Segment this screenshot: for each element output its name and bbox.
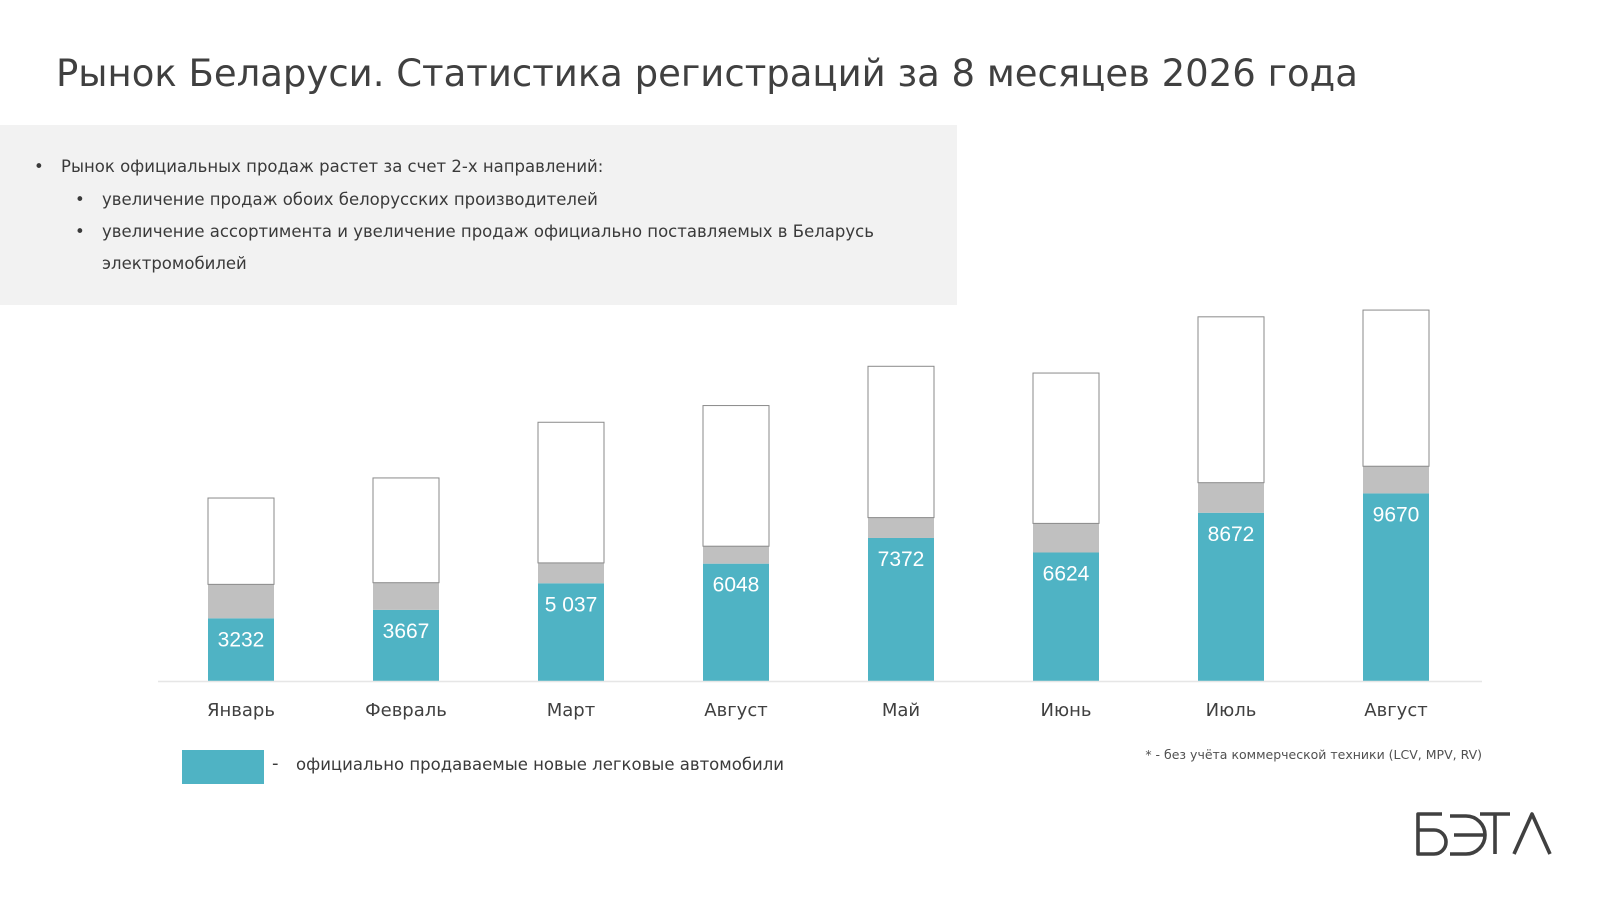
category-label: Май: [882, 700, 920, 721]
legend-swatch-official: [182, 750, 264, 784]
legend-dash: -: [272, 753, 279, 774]
bar-remainder: [867, 365, 935, 519]
bullet-dot: •: [75, 222, 85, 241]
bar-value-label: 6624: [1043, 562, 1090, 585]
bar-official: [868, 537, 934, 681]
bar-remainder: [372, 477, 440, 584]
footnote: * - без учёта коммерческой техники (LCV,…: [1145, 747, 1482, 762]
bar-value-label: 3232: [218, 628, 265, 651]
bar-secondary: [868, 517, 934, 538]
bar-remainder: [207, 497, 275, 585]
info-bullet-main: • Рынок официальных продаж растет за сче…: [34, 151, 604, 183]
bar-remainder: [702, 405, 770, 547]
bar-value-label: 9670: [1373, 503, 1420, 526]
bar-secondary: [538, 562, 604, 584]
bullet-dot: •: [75, 190, 85, 209]
bar-official: [1363, 493, 1429, 681]
registrations-bar-chart: 3232 Январь 3667 Февраль 5 037 Март 6048 Август…: [158, 309, 1482, 721]
legend-label: официально продаваемые новые легковые ав…: [296, 755, 784, 774]
bar-remainder: [537, 421, 605, 564]
category-label: Январь: [207, 700, 275, 721]
beta-logo: [1416, 812, 1552, 856]
bar-secondary: [1033, 523, 1099, 553]
bar-value-label: 3667: [383, 620, 430, 643]
category-label: Август: [704, 700, 767, 721]
bar-official: [208, 618, 274, 681]
bar-secondary: [1198, 482, 1264, 513]
category-label: Февраль: [365, 700, 447, 721]
bullet-dot: •: [34, 157, 44, 176]
bar-value-label: 5 037: [545, 593, 598, 616]
info-bullet-sub1: • увеличение продаж обоих белорусских пр…: [75, 184, 598, 216]
bar-secondary: [208, 584, 274, 619]
bar-secondary: [373, 582, 439, 610]
page-title: Рынок Беларуси. Статистика регистраций з…: [56, 52, 1358, 95]
info-box: [0, 125, 957, 305]
info-bullet-sub2: • увеличение ассортимента и увеличение п…: [75, 216, 892, 280]
bar-official: [538, 583, 604, 681]
bar-secondary: [1363, 466, 1429, 494]
bar-secondary: [703, 546, 769, 564]
bar-official: [373, 609, 439, 681]
category-label: Март: [547, 700, 595, 721]
bar-remainder: [1032, 372, 1100, 524]
category-label: Июнь: [1041, 700, 1092, 721]
category-label: Июль: [1206, 700, 1257, 721]
category-label: Август: [1364, 700, 1427, 721]
info-bullet-sub2-text: увеличение ассортимента и увеличение про…: [102, 222, 874, 273]
bar-remainder: [1362, 309, 1430, 467]
info-bullet-sub1-text: увеличение продаж обоих белорусских прои…: [102, 190, 598, 209]
bar-value-label: 7372: [878, 548, 925, 571]
bar-value-label: 6048: [713, 574, 760, 597]
info-bullet-main-text: Рынок официальных продаж растет за счет …: [61, 157, 604, 176]
bar-remainder: [1197, 316, 1265, 484]
bar-value-label: 8672: [1208, 523, 1255, 546]
bar-official: [1198, 512, 1264, 681]
bar-official: [1033, 552, 1099, 681]
bar-official: [703, 563, 769, 681]
